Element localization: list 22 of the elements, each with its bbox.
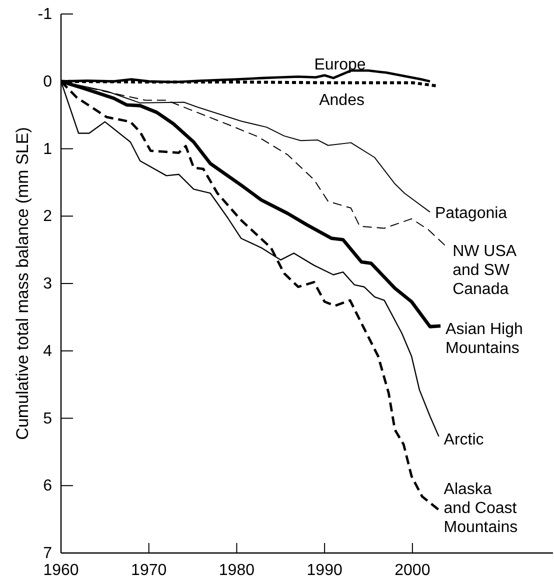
x-tick-label: 1990 bbox=[306, 562, 342, 579]
y-axis-title: Cumulative total mass balance (mm SLE) bbox=[13, 127, 32, 440]
y-tick-label: 6 bbox=[43, 478, 52, 495]
series-label: Europe bbox=[314, 56, 366, 74]
x-tick-label: 1980 bbox=[218, 562, 255, 579]
series-label: Arctic bbox=[444, 431, 484, 448]
y-tick-label: 5 bbox=[43, 410, 52, 428]
series-label: NW USA and SW Canada bbox=[452, 242, 517, 298]
y-tick-label: 4 bbox=[43, 342, 52, 360]
x-tick-label: 1960 bbox=[43, 562, 79, 579]
series-label: Patagonia bbox=[435, 205, 508, 222]
y-tick-label: 0 bbox=[43, 73, 52, 90]
y-tick-label: 2 bbox=[43, 208, 52, 226]
series-label: Andes bbox=[319, 92, 364, 110]
y-tick-label: 7 bbox=[43, 545, 52, 562]
x-tick-label: 1970 bbox=[131, 562, 167, 579]
y-tick-label: -1 bbox=[38, 6, 52, 23]
y-tick-label: 3 bbox=[43, 276, 52, 292]
series-label: Alaska and Coast Mountains bbox=[444, 480, 518, 536]
series-label: Asian High Mountains bbox=[446, 320, 523, 357]
x-tick-label: 2000 bbox=[394, 562, 430, 579]
y-tick-label: 1 bbox=[43, 140, 52, 158]
